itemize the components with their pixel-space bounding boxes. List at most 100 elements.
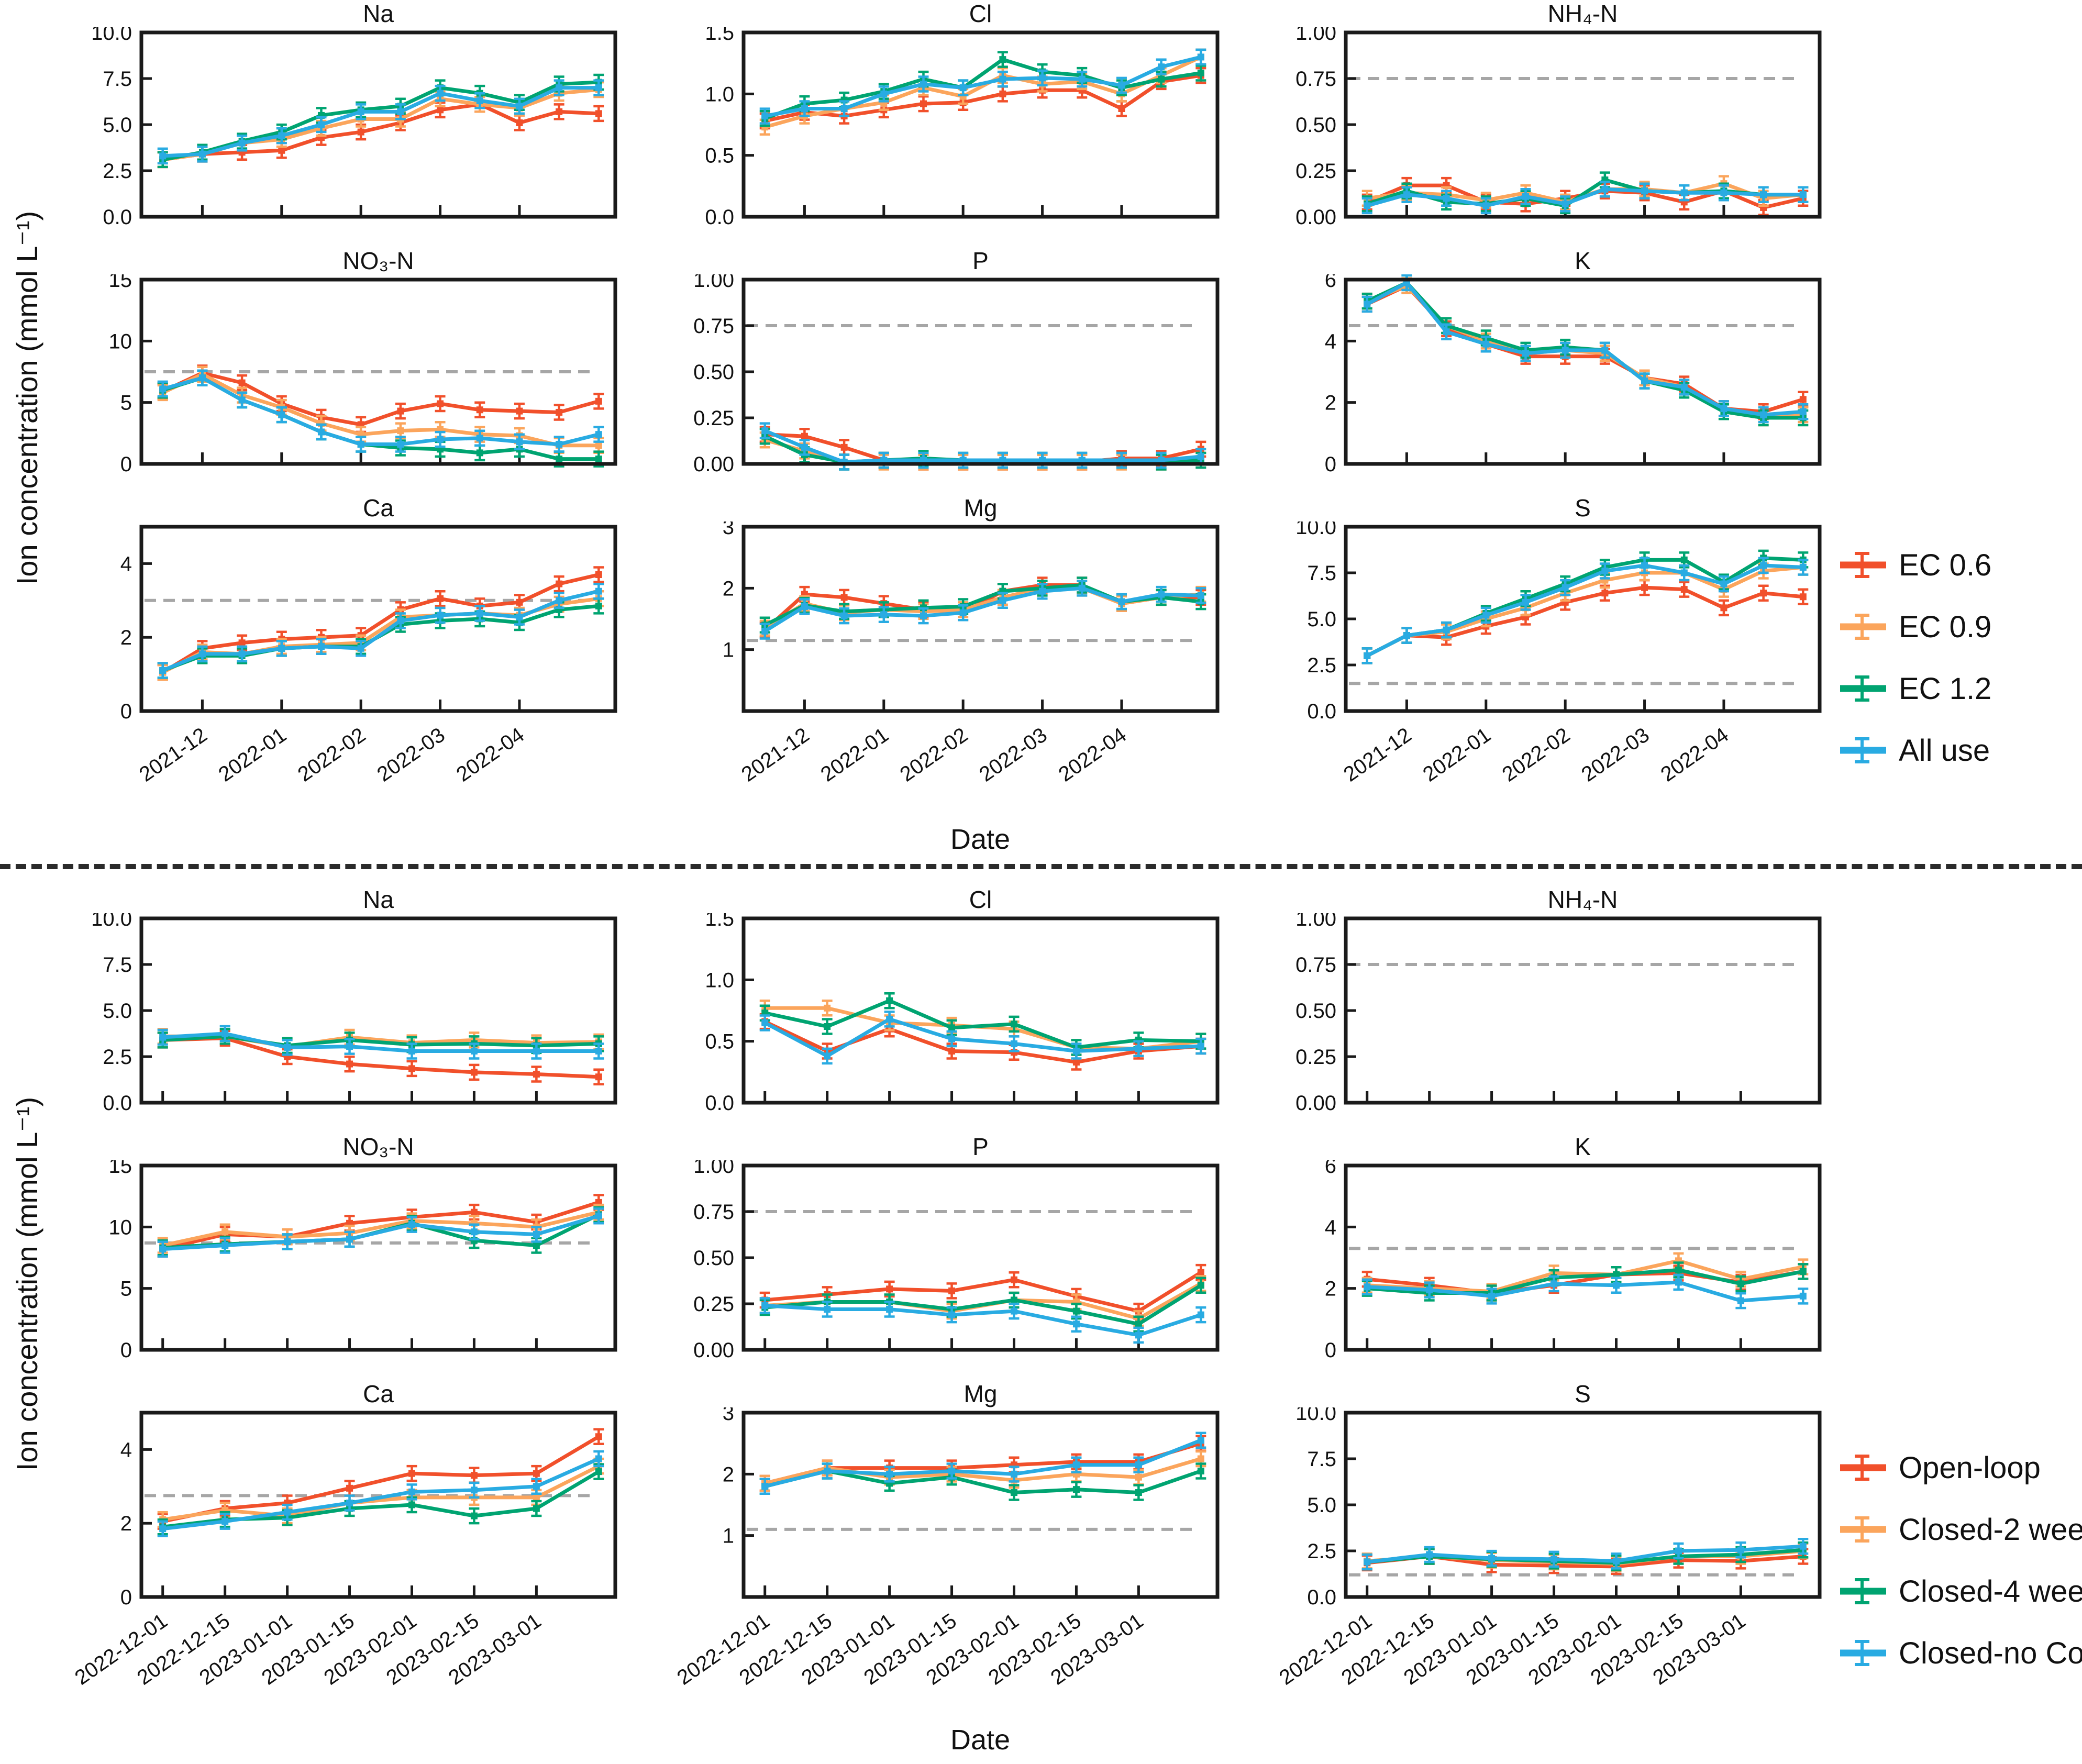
y-tick-label: 1.00 <box>1295 27 1336 45</box>
y-tick-label: 7.5 <box>103 953 132 977</box>
chart-canvas: 0 2 4 6 <box>1325 1155 1822 1362</box>
x-axis-label: Date <box>950 1724 1011 1756</box>
subplot-title: Mg <box>964 494 998 522</box>
y-tick-label: 0.5 <box>705 145 734 168</box>
chart-canvas: 0.0 0.5 1.0 1.5 <box>705 21 1220 229</box>
legend-errorbar-icon <box>1840 552 1886 578</box>
x-tick-label: 2022-04 <box>1055 723 1131 786</box>
y-tick-label: 1.00 <box>693 1160 734 1178</box>
y-tick-label: 1.0 <box>705 969 734 992</box>
x-tick-label: 2022-01 <box>214 723 290 786</box>
plot-border <box>741 1411 1220 1599</box>
y-tick-label: 2.5 <box>1307 654 1336 677</box>
y-tick-label: 0.25 <box>693 407 734 430</box>
legend-item: Closed-no Cor <box>1839 1622 2082 1684</box>
x-tick-label: 2022-04 <box>1657 723 1733 786</box>
y-tick-label: 2 <box>1325 392 1336 415</box>
y-tick-label: 0.75 <box>1295 68 1336 91</box>
series-EC 0.6 <box>157 566 604 681</box>
y-tick-label: 0.50 <box>1295 1000 1336 1023</box>
y-tick-label: 0 <box>1325 453 1336 476</box>
legend-item: Open-loop <box>1839 1437 2082 1499</box>
subplot-title: Cl <box>969 0 992 27</box>
subplot-title: S <box>1575 1380 1591 1407</box>
legend-top: EC 0.6 EC 0.9 EC 1.2 All use <box>1839 534 2082 781</box>
chart-canvas: 1232022-12-012022-12-152023-01-012023-01… <box>673 1402 1220 1690</box>
y-tick-label: 0 <box>1325 1339 1336 1362</box>
x-tick-label: 2021-12 <box>135 723 211 786</box>
chart-canvas: 0 2 4 2021-12 2022-01 2022-02 2022-03 2022-04 <box>120 525 617 786</box>
series-EC 0.6 <box>157 364 604 434</box>
y-tick-label: 0.00 <box>1295 206 1336 229</box>
y-tick-label: 1.5 <box>705 913 734 930</box>
y-tick-label: 10.0 <box>91 913 132 930</box>
series-All use <box>157 79 604 165</box>
y-tick-label: 5.0 <box>103 114 132 137</box>
y-tick-label: 2.5 <box>103 1046 132 1069</box>
legend-errorbar-icon <box>1840 1578 1886 1604</box>
series-Closed-no Cor <box>157 1207 604 1258</box>
y-tick-label: 1.00 <box>1295 913 1336 930</box>
subplot-title: NH₄-N <box>1547 886 1618 913</box>
y-tick-label: 0.50 <box>693 361 734 384</box>
y-tick-label: 0.0 <box>103 206 132 229</box>
chart-canvas: 1 2 3 2021-12 2022-01 2022-02 2022-03 2022-04 <box>723 516 1220 786</box>
series-Closed-no Cor <box>157 1025 604 1060</box>
series-EC 0.6 <box>1361 579 1809 664</box>
y-tick-label: 0.25 <box>1295 160 1336 183</box>
y-tick-label: 7.5 <box>103 68 132 91</box>
panel-separator-line <box>0 864 2082 869</box>
x-tick-label: 2022-02 <box>896 723 972 786</box>
y-tick-label: 2 <box>723 1463 734 1486</box>
x-tick-label: 2022-03 <box>975 723 1051 786</box>
series-All use <box>1361 557 1809 664</box>
chart-canvas: 0.00 0.25 0.50 0.75 1.00 <box>1295 907 1822 1115</box>
series-All use <box>1361 180 1809 215</box>
y-tick-label: 0 <box>120 1339 132 1362</box>
legend-label: Closed-no Cor <box>1899 1636 2082 1670</box>
chart-canvas: 0242022-12-012022-12-152023-01-012023-01… <box>71 1411 617 1690</box>
legend-item: EC 1.2 <box>1839 658 2082 719</box>
legend-errorbar-icon <box>1840 1516 1886 1543</box>
y-tick-label: 0.75 <box>693 1201 734 1224</box>
legend-item: All use <box>1839 719 2082 781</box>
y-tick-label: 1 <box>723 639 734 662</box>
plot-border <box>139 525 617 713</box>
plot-border <box>139 30 617 219</box>
legend-label: EC 0.9 <box>1899 609 1992 644</box>
series-All use <box>1361 274 1809 424</box>
subplot-title: K <box>1575 247 1591 274</box>
y-tick-label: 15 <box>109 274 132 292</box>
y-tick-label: 10 <box>109 330 132 353</box>
legend-item: Closed-4 week Cor <box>1839 1560 2082 1622</box>
y-tick-label: 5 <box>120 1278 132 1301</box>
chart-canvas: 0.00 0.25 0.50 0.75 1.00 <box>693 1155 1220 1362</box>
y-tick-label: 0.0 <box>1307 700 1336 723</box>
y-tick-label: 0.5 <box>705 1030 734 1053</box>
y-tick-label: 1.0 <box>705 83 734 106</box>
y-tick-label: 0.50 <box>693 1247 734 1270</box>
y-tick-label: 0.75 <box>693 315 734 338</box>
y-tick-label: 2 <box>1325 1278 1336 1301</box>
y-tick-label: 15 <box>109 1160 132 1178</box>
series-All use <box>157 582 604 679</box>
subplot-title: Cl <box>969 886 992 913</box>
x-tick-label: 2022-03 <box>1577 723 1653 786</box>
y-tick-label: 2 <box>723 577 734 600</box>
plot-border <box>1344 916 1822 1105</box>
plot-border <box>139 278 617 466</box>
y-tick-label: 0.00 <box>693 1339 734 1362</box>
y-tick-label: 0 <box>120 700 132 723</box>
subplot-title: NH₄-N <box>1547 0 1618 27</box>
plot-border <box>1344 1163 1822 1352</box>
x-tick-label: 2022-02 <box>1498 723 1574 786</box>
y-tick-label: 0.0 <box>705 206 734 229</box>
y-tick-label: 4 <box>120 1438 132 1461</box>
legend-item: EC 0.6 <box>1839 534 2082 596</box>
y-tick-label: 3 <box>723 522 734 539</box>
y-tick-label: 2 <box>120 1512 132 1535</box>
y-tick-label: 5.0 <box>1307 1494 1336 1517</box>
series-Closed-no Cor <box>1361 1537 1809 1571</box>
y-tick-label: 2.5 <box>1307 1540 1336 1563</box>
